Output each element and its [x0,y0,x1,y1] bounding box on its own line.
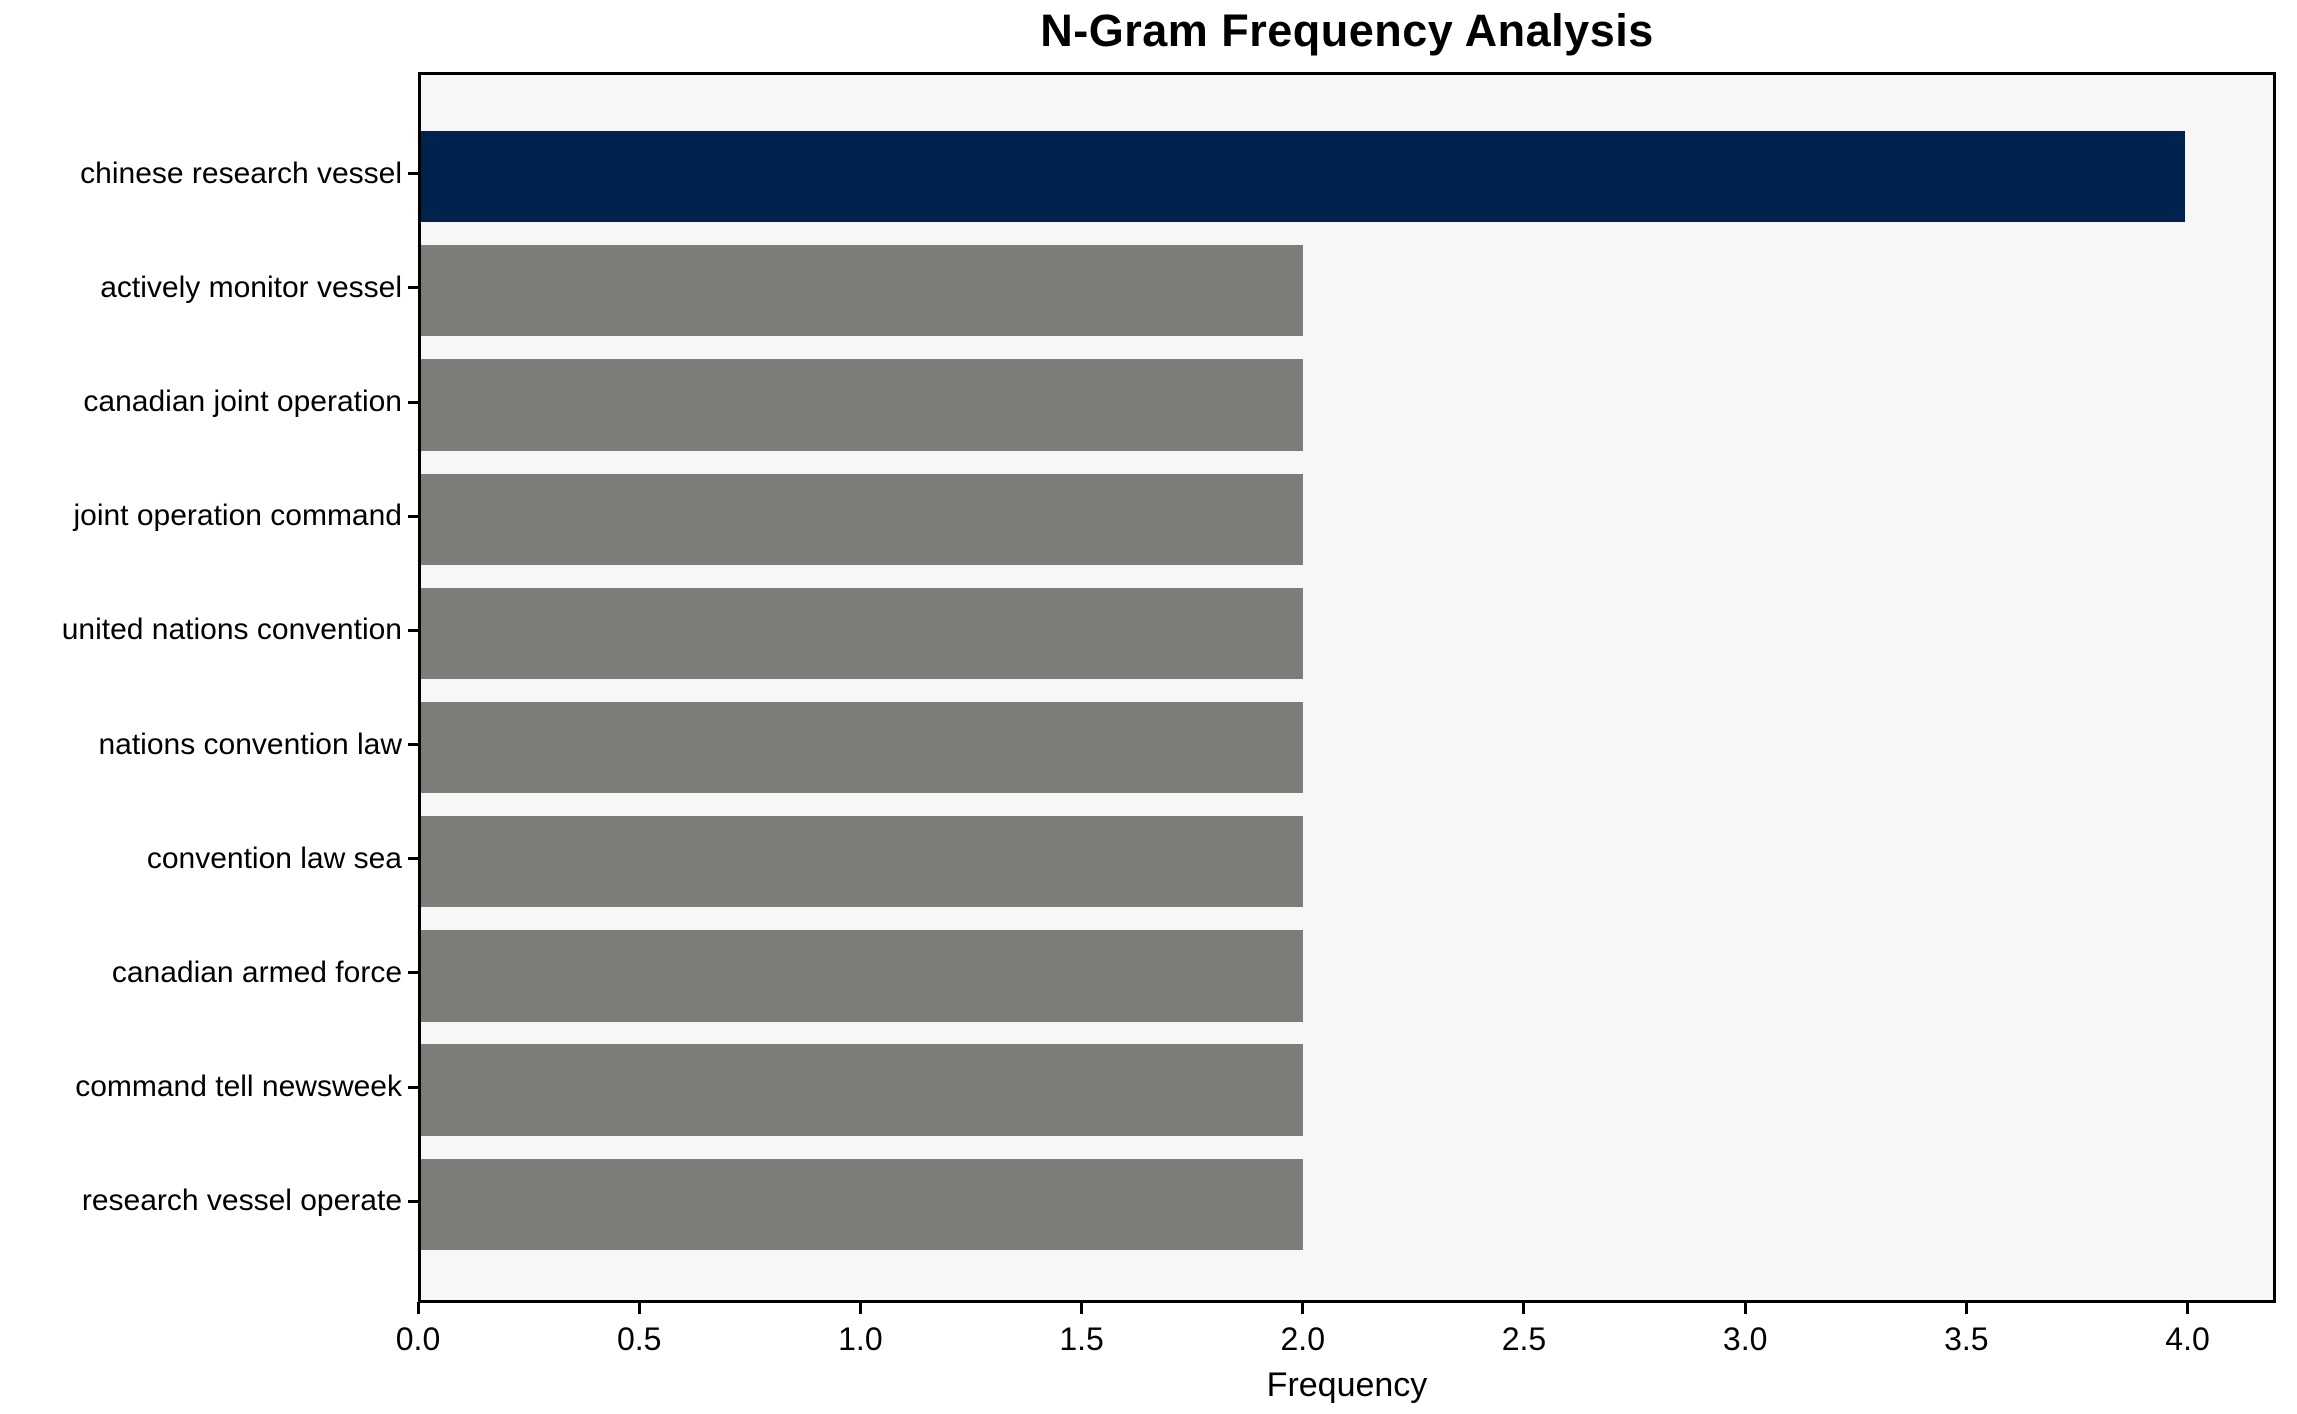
x-tick-mark [2186,1302,2190,1314]
x-tick-label: 0.0 [395,1321,441,1357]
y-tick-mark [408,1199,418,1203]
bar [421,816,1303,908]
bar [421,1044,1303,1136]
y-tick-mark [408,400,418,404]
y-tick-mark [408,743,418,747]
x-tick-label: 1.5 [1059,1321,1104,1357]
bar [421,930,1303,1022]
chart-title: N-Gram Frequency Analysis [1040,5,1654,56]
x-tick-label: 0.5 [616,1321,662,1357]
y-tick-label: canadian armed force [111,955,402,989]
y-tick-label: chinese research vessel [80,156,402,190]
x-tick-label: 4.0 [2165,1321,2210,1357]
bar [421,473,1303,565]
x-axis-title: Frequency [1266,1366,1428,1404]
x-tick-label: 3.5 [1944,1321,1989,1357]
y-tick-label: convention law sea [146,841,402,875]
plot-area [418,72,2276,1303]
x-tick-mark [1522,1302,1526,1314]
y-tick-label: actively monitor vessel [100,270,402,304]
y-tick-label: joint operation command [73,499,402,533]
x-tick-label: 3.0 [1722,1321,1768,1357]
x-tick-label: 2.0 [1280,1321,1325,1357]
y-tick-mark [408,628,418,632]
bar [421,359,1303,451]
bars-container [421,75,2273,1300]
y-tick-mark [408,971,418,975]
bar [421,130,2185,223]
y-tick-label: nations convention law [98,727,402,761]
x-tick-mark [1301,1302,1305,1314]
x-tick-mark [637,1302,641,1314]
y-tick-label: command tell newsweek [75,1070,402,1104]
y-tick-mark [408,172,418,176]
x-tick-label: 2.5 [1501,1321,1547,1357]
x-tick-mark [1743,1302,1747,1314]
x-tick-mark [1080,1302,1084,1314]
bar [421,701,1303,794]
y-tick-label: research vessel operate [81,1184,402,1218]
bar [421,587,1303,680]
y-tick-mark [408,514,418,518]
y-tick-mark [408,857,418,861]
y-tick-mark [408,286,418,290]
y-tick-label: united nations convention [61,613,402,647]
y-tick-label: canadian joint operation [83,385,402,419]
bar [421,245,1303,337]
x-tick-mark [1964,1302,1968,1314]
x-tick-mark [858,1302,862,1314]
y-tick-mark [408,1085,418,1089]
x-tick-mark [416,1302,420,1314]
bar [421,1158,1303,1251]
x-tick-label: 1.0 [838,1321,883,1357]
